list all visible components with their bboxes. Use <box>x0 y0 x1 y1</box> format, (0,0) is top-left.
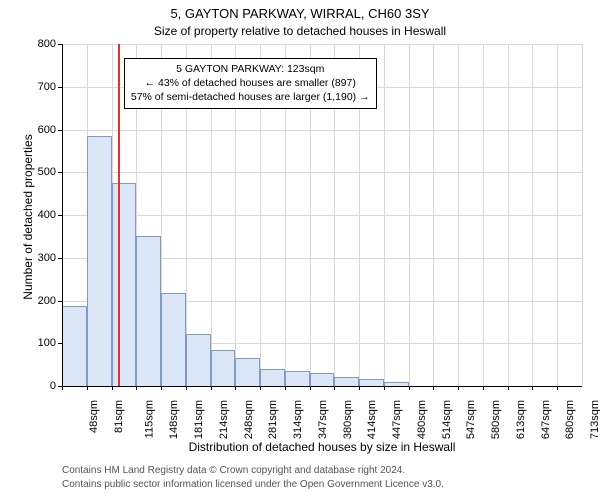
x-tick-label: 580sqm <box>490 400 502 439</box>
plot-area: 010020030040050060070080048sqm81sqm115sq… <box>62 44 582 386</box>
histogram-bar <box>87 136 112 387</box>
grid-line <box>62 44 582 45</box>
histogram-bar <box>161 293 186 386</box>
x-tick-label: 314sqm <box>292 400 304 439</box>
histogram-bar <box>211 350 236 386</box>
histogram-bar <box>359 379 384 386</box>
chart-container: 5, GAYTON PARKWAY, WIRRAL, CH60 3SY Size… <box>0 0 600 500</box>
grid-line <box>508 44 509 386</box>
x-tick-label: 148sqm <box>168 400 180 439</box>
histogram-bar <box>62 306 87 386</box>
histogram-bar <box>260 369 285 386</box>
marker-line <box>118 44 120 386</box>
x-tick-label: 414sqm <box>367 400 379 439</box>
footer-line-1: Contains HM Land Registry data © Crown c… <box>62 464 444 478</box>
x-tick-label: 613sqm <box>515 400 527 439</box>
footer-text: Contains HM Land Registry data © Crown c… <box>62 464 444 491</box>
x-tick-label: 380sqm <box>342 400 354 439</box>
x-tick-label: 713sqm <box>589 400 600 439</box>
chart-subtitle: Size of property relative to detached ho… <box>0 24 600 38</box>
grid-line <box>62 215 582 216</box>
grid-line <box>532 44 533 386</box>
histogram-bar <box>112 183 137 386</box>
grid-line <box>384 44 385 386</box>
grid-line <box>62 172 582 173</box>
x-tick-label: 480sqm <box>416 400 428 439</box>
x-tick-label: 447sqm <box>391 400 403 439</box>
x-tick-label: 81sqm <box>113 400 125 433</box>
histogram-bar <box>235 358 260 386</box>
annotation-box: 5 GAYTON PARKWAY: 123sqm← 43% of detache… <box>124 58 377 109</box>
x-tick-label: 514sqm <box>441 400 453 439</box>
y-axis-label: Number of detached properties <box>21 117 35 317</box>
y-axis-line <box>62 44 63 386</box>
x-tick-label: 347sqm <box>317 400 329 439</box>
grid-line <box>483 44 484 386</box>
grid-line <box>582 44 583 386</box>
x-tick-label: 214sqm <box>218 400 230 439</box>
x-tick-label: 48sqm <box>88 400 100 433</box>
x-tick-label: 181sqm <box>193 400 205 439</box>
chart-title: 5, GAYTON PARKWAY, WIRRAL, CH60 3SY <box>0 6 600 21</box>
histogram-bar <box>334 377 359 386</box>
annotation-line: 5 GAYTON PARKWAY: 123sqm <box>131 62 370 76</box>
x-tick-label: 248sqm <box>243 400 255 439</box>
x-tick-label: 115sqm <box>143 400 155 438</box>
annotation-line: 57% of semi-detached houses are larger (… <box>131 90 370 104</box>
x-tick-label: 281sqm <box>267 400 279 439</box>
grid-line <box>557 44 558 386</box>
x-tick-label: 547sqm <box>466 400 478 439</box>
histogram-bar <box>285 371 310 386</box>
x-axis-line <box>62 386 582 387</box>
grid-line <box>433 44 434 386</box>
grid-line <box>458 44 459 386</box>
x-tick-label: 680sqm <box>565 400 577 439</box>
histogram-bar <box>186 334 211 386</box>
annotation-line: ← 43% of detached houses are smaller (89… <box>131 76 370 90</box>
histogram-bar <box>136 236 161 386</box>
footer-line-2: Contains public sector information licen… <box>62 478 444 492</box>
x-tick-label: 647sqm <box>540 400 552 439</box>
x-axis-label: Distribution of detached houses by size … <box>62 440 582 454</box>
grid-line <box>62 130 582 131</box>
grid-line <box>409 44 410 386</box>
histogram-bar <box>310 373 335 386</box>
